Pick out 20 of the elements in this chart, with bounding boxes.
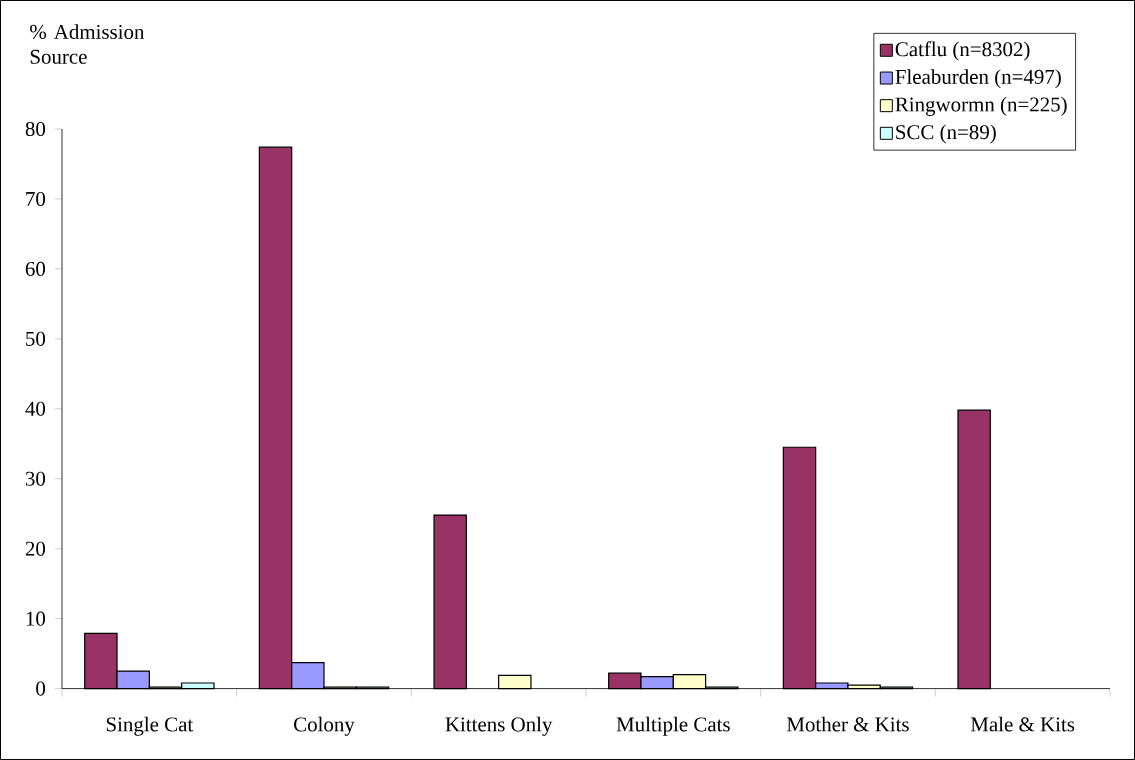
x-tick-label: Kittens Only (445, 716, 553, 736)
x-tick-label: Multiple Cats (616, 716, 730, 736)
y-tick-label: 70 (26, 191, 46, 206)
y-tick-label: 50 (26, 331, 46, 346)
legend-label: SCC (n=89) (896, 124, 996, 144)
y-tick-label: 20 (25, 541, 46, 556)
y-tick-label: 60 (25, 261, 46, 276)
y-tick-label: 40 (25, 401, 46, 416)
y-tick-label: 10 (26, 611, 46, 626)
legend-label: Fleaburden (n=497) (895, 69, 1061, 89)
x-tick-label: Single Cat (106, 716, 194, 736)
y-tick-label: 80 (25, 121, 46, 137)
legend-label: Ringwormn (n=225) (895, 96, 1067, 116)
y-axis-title: % Admission Source (30, 24, 145, 64)
y-tick-label: 0 (36, 681, 46, 696)
x-tick-label: Mother & Kits (786, 716, 909, 732)
legend-label: Catflu (n=8302) (895, 41, 1030, 61)
y-tick-label: 30 (25, 471, 46, 486)
x-tick-label: Colony (294, 716, 355, 736)
x-tick-label: Male & Kits (970, 716, 1075, 732)
